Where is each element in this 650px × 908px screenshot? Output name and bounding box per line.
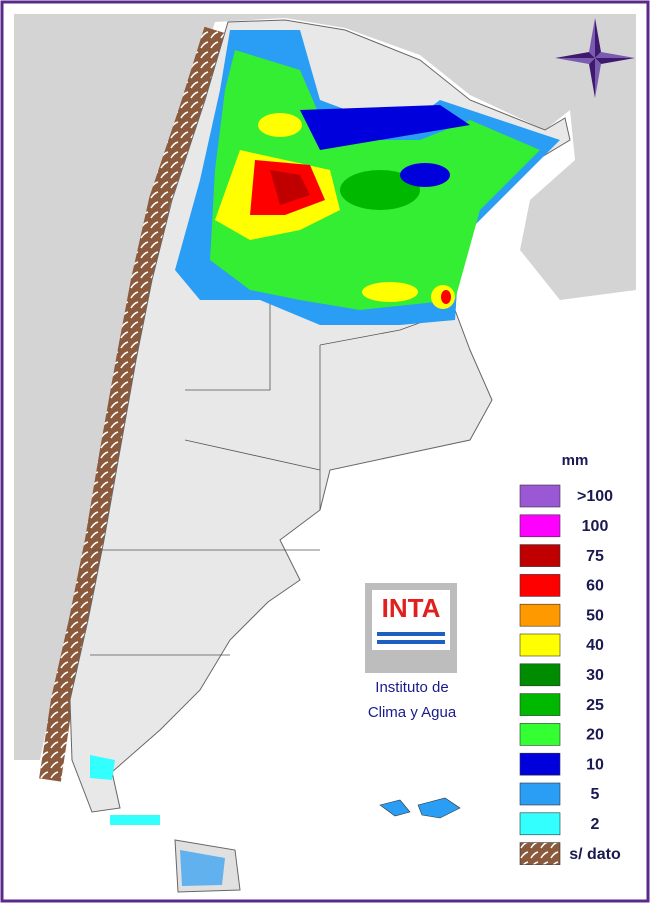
precipitation bbox=[90, 30, 560, 825]
legend-swatch bbox=[519, 484, 561, 508]
legend-label: 30 bbox=[586, 667, 604, 684]
rain-area bbox=[180, 850, 225, 886]
legend-label: 40 bbox=[586, 637, 604, 654]
legend-label: 50 bbox=[586, 607, 604, 624]
legend-label: 5 bbox=[591, 786, 600, 803]
compass bbox=[555, 18, 635, 98]
logo-text: INTA bbox=[382, 593, 441, 623]
legend-swatch bbox=[519, 514, 561, 538]
no-data-strip bbox=[39, 26, 226, 782]
province-lines bbox=[90, 300, 456, 656]
legend-swatch bbox=[519, 603, 561, 627]
legend-swatch bbox=[519, 723, 561, 746]
neighbour-land bbox=[14, 14, 636, 760]
legend-label: >100 bbox=[577, 488, 613, 505]
legend: >100 100 75 60 50 40 30 25 20 10 5 2 s/ dato bbox=[519, 484, 621, 865]
legend-label: 100 bbox=[582, 518, 609, 535]
legend-swatch bbox=[519, 544, 561, 567]
logo-stripe bbox=[377, 632, 445, 636]
legend-swatch bbox=[519, 752, 561, 776]
legend-label: 60 bbox=[586, 578, 604, 595]
legend-swatch bbox=[519, 693, 561, 716]
legend-swatch bbox=[519, 663, 561, 687]
legend-swatch bbox=[519, 782, 561, 806]
islands bbox=[379, 797, 461, 819]
legend-title: mm bbox=[562, 452, 589, 469]
legend-label: 75 bbox=[586, 548, 604, 565]
legend-label: 2 bbox=[591, 816, 600, 833]
legend-swatch bbox=[519, 633, 561, 657]
legend-swatch bbox=[519, 574, 561, 597]
legend-swatch bbox=[519, 812, 561, 836]
logo-caption: Instituto de bbox=[375, 679, 448, 696]
legend-label: 20 bbox=[586, 727, 604, 744]
legend-label: s/ dato bbox=[569, 846, 621, 863]
legend-swatch bbox=[519, 842, 561, 865]
legend-label: 25 bbox=[586, 697, 604, 714]
legend-label: 10 bbox=[586, 756, 604, 773]
logo-stripe bbox=[377, 640, 445, 644]
logo-caption: Clima y Agua bbox=[368, 704, 457, 721]
